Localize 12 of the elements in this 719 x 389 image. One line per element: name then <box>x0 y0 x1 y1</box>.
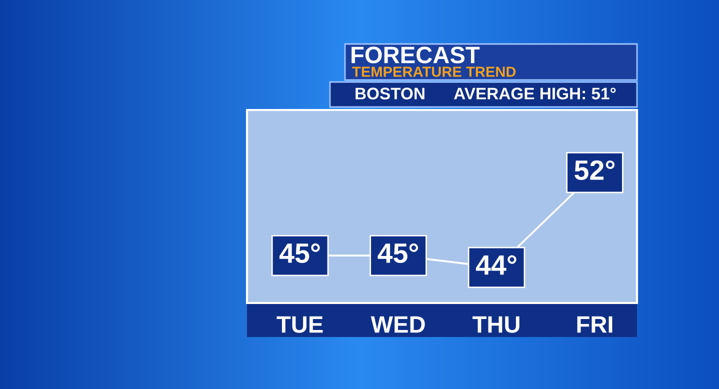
data-label: 52° <box>574 160 615 180</box>
data-label: 45° <box>279 243 320 264</box>
text: BOSTON <box>356 88 424 100</box>
data-label: 44° <box>476 255 516 275</box>
x-tick-label: FRI <box>577 316 612 333</box>
data-label: 45° <box>378 243 418 264</box>
chart-subtitle: TEMPERATURE TREND <box>352 66 516 77</box>
x-tick-label: TUE <box>276 316 323 333</box>
chart-title: FORECAST <box>352 46 480 64</box>
text: AVERAGE HIGH: 51° <box>454 88 616 100</box>
x-tick-label: WED <box>370 316 425 333</box>
x-tick-label: THU <box>472 316 520 333</box>
